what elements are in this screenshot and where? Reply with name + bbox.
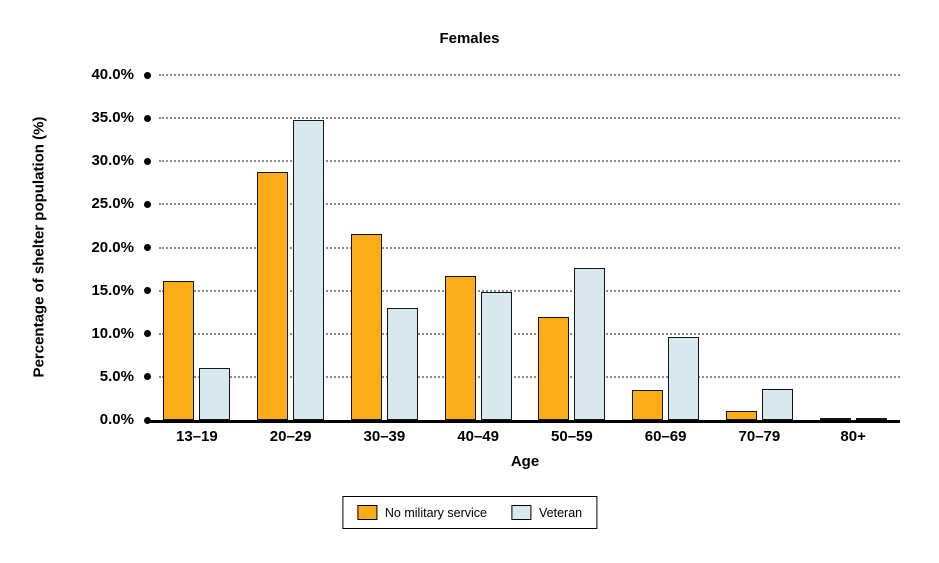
bar-veteran-20-29 — [293, 119, 325, 420]
bar-no-military-service-60-69 — [632, 389, 664, 420]
bar-veteran-60-69 — [668, 337, 700, 420]
y-tick-label: 0.0% — [99, 411, 134, 428]
y-tick-label: 25.0% — [91, 195, 134, 213]
bar-no-military-service-80 — [819, 418, 851, 420]
bar-group-60-69 — [619, 75, 713, 420]
legend-swatch-no-military-service — [356, 505, 377, 520]
bar-veteran-30-39 — [386, 307, 418, 420]
y-tick-dot — [144, 114, 151, 122]
x-axis-ticks: 13–19 20–29 30–39 40–49 50–59 60–69 70–79 80+ — [150, 428, 900, 445]
y-tick-label: 40.0% — [91, 66, 134, 83]
y-tick-dot — [144, 287, 151, 295]
gridline — [159, 203, 900, 206]
bar-no-military-service-50-59 — [538, 317, 570, 420]
gridline — [159, 117, 900, 120]
x-axis-title: Age — [510, 453, 540, 470]
bar-groups — [150, 75, 900, 420]
bar-no-military-service-20-29 — [257, 172, 289, 420]
x-tick-label-70-79: 70–79 — [738, 428, 781, 445]
bar-group-70-79 — [713, 75, 807, 420]
y-tick-label: 30.0% — [91, 152, 134, 170]
y-tick-dot — [144, 71, 151, 79]
y-tick-label: 35.0% — [91, 109, 134, 127]
y-tick-dot — [144, 244, 151, 251]
bar-veteran-40-49 — [480, 291, 512, 420]
y-tick-dot — [144, 373, 151, 381]
bar-group-30-39 — [338, 75, 432, 420]
legend-label-veteran: Veteran — [539, 505, 583, 520]
legend-item-no-military-service: No military service — [356, 505, 488, 520]
x-tick-label-13-19: 13–19 — [176, 428, 218, 445]
bar-no-military-service-30-39 — [350, 233, 382, 420]
x-tick-label-50-59: 50–59 — [551, 428, 593, 445]
gridline — [159, 332, 900, 335]
bar-veteran-70-79 — [761, 388, 793, 420]
x-tick-label-40-49: 40–49 — [457, 428, 499, 445]
x-tick-label-80: 80+ — [840, 428, 866, 445]
y-tick-label: 5.0% — [99, 367, 134, 385]
bar-veteran-13-19 — [199, 368, 231, 420]
gridline — [159, 289, 900, 292]
legend-label-no-military-service: No military service — [384, 505, 488, 520]
legend-item-veteran: Veteran — [511, 505, 582, 520]
bar-group-20-29 — [244, 75, 338, 420]
gridline — [159, 375, 900, 378]
y-tick-label: 20.0% — [91, 238, 134, 256]
y-axis-title: Percentage of shelter population (%) — [30, 116, 48, 378]
bar-group-80 — [806, 75, 900, 420]
y-tick-label: 15.0% — [91, 281, 134, 299]
x-tick-label-60-69: 60–69 — [644, 428, 687, 445]
gridline — [159, 246, 900, 249]
gridline — [159, 74, 900, 76]
x-tick-label-20-29: 20–29 — [269, 428, 312, 445]
bar-veteran-50-59 — [574, 268, 606, 420]
bar-no-military-service-70-79 — [725, 410, 757, 420]
legend: No military service Veteran — [341, 496, 598, 529]
y-tick-dot — [144, 330, 151, 338]
bar-group-40-49 — [431, 75, 525, 420]
y-tick-label: 10.0% — [91, 324, 134, 342]
y-tick-dot — [144, 157, 151, 165]
bar-veteran-80 — [855, 418, 887, 420]
plot-area: 0.0% 5.0% 10.0% 15.0% 20.0% 25.0% 30.0% 35.0% 40… — [91, 66, 900, 428]
bar-group-13-19 — [150, 75, 244, 420]
bar-no-military-service-40-49 — [444, 275, 476, 420]
gridline — [159, 160, 900, 163]
legend-swatch-veteran — [511, 505, 532, 520]
bar-group-50-59 — [525, 75, 619, 420]
x-tick-label-30-39: 30–39 — [363, 428, 406, 445]
y-tick-dot — [144, 416, 151, 424]
bar-no-military-service-13-19 — [163, 281, 195, 420]
y-tick-dot — [144, 200, 151, 208]
chart-title: Females — [439, 30, 500, 47]
